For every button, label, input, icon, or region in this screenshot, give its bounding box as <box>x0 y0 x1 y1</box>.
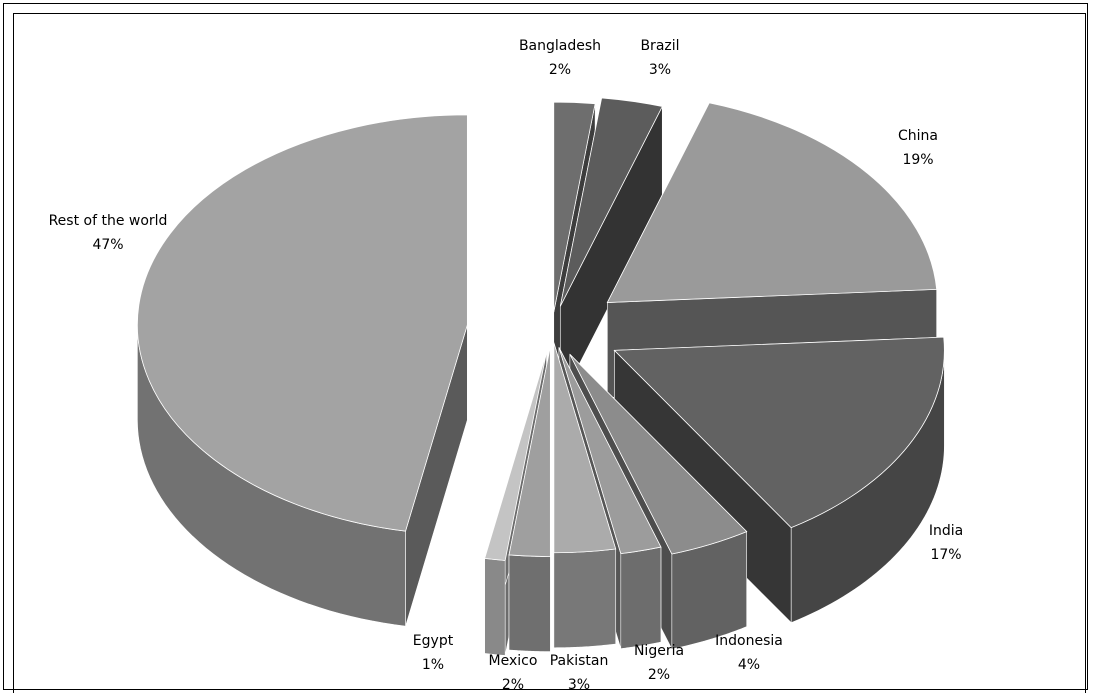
pie-slice-rest-of-the-world <box>137 114 468 627</box>
value-label-brazil: 3% <box>649 62 671 78</box>
label-nigeria: Nigeria <box>634 643 684 659</box>
slice-top <box>553 101 596 313</box>
pie-slice-india <box>613 336 945 624</box>
label-mexico: Mexico <box>489 653 538 669</box>
pie-slice-pakistan <box>553 342 617 649</box>
label-egypt: Egypt <box>413 633 454 649</box>
label-pakistan: Pakistan <box>550 653 609 669</box>
chart-area <box>13 13 1086 693</box>
label-indonesia: Indonesia <box>715 633 783 649</box>
slice-top <box>569 354 748 555</box>
value-label-nigeria: 2% <box>648 667 670 683</box>
value-label-pakistan: 3% <box>568 677 590 693</box>
label-china: China <box>898 128 938 144</box>
slice-top <box>606 102 938 303</box>
slice-outer-wall <box>508 554 551 652</box>
label-rest-of-the-world: Rest of the world <box>49 213 168 229</box>
slice-outer-wall <box>620 546 662 649</box>
value-label-rest-of-the-world: 47% <box>92 237 123 253</box>
slice-top <box>137 114 468 532</box>
slice-outer-wall <box>484 558 506 656</box>
slice-top <box>559 97 663 307</box>
value-label-mexico: 2% <box>502 677 524 693</box>
slice-outer-wall <box>553 548 617 649</box>
value-label-indonesia: 4% <box>738 657 760 673</box>
value-label-india: 17% <box>930 547 961 563</box>
slice-top <box>613 336 945 529</box>
value-label-china: 19% <box>902 152 933 168</box>
value-label-egypt: 1% <box>422 657 444 673</box>
value-label-bangladesh: 2% <box>549 62 571 78</box>
pie-slice-mexico <box>508 346 551 652</box>
slice-top <box>558 347 662 555</box>
label-india: India <box>929 523 963 539</box>
slice-top <box>508 346 551 558</box>
label-brazil: Brazil <box>640 38 679 54</box>
slice-top <box>484 352 547 561</box>
label-bangladesh: Bangladesh <box>519 38 601 54</box>
slice-top <box>553 342 617 554</box>
